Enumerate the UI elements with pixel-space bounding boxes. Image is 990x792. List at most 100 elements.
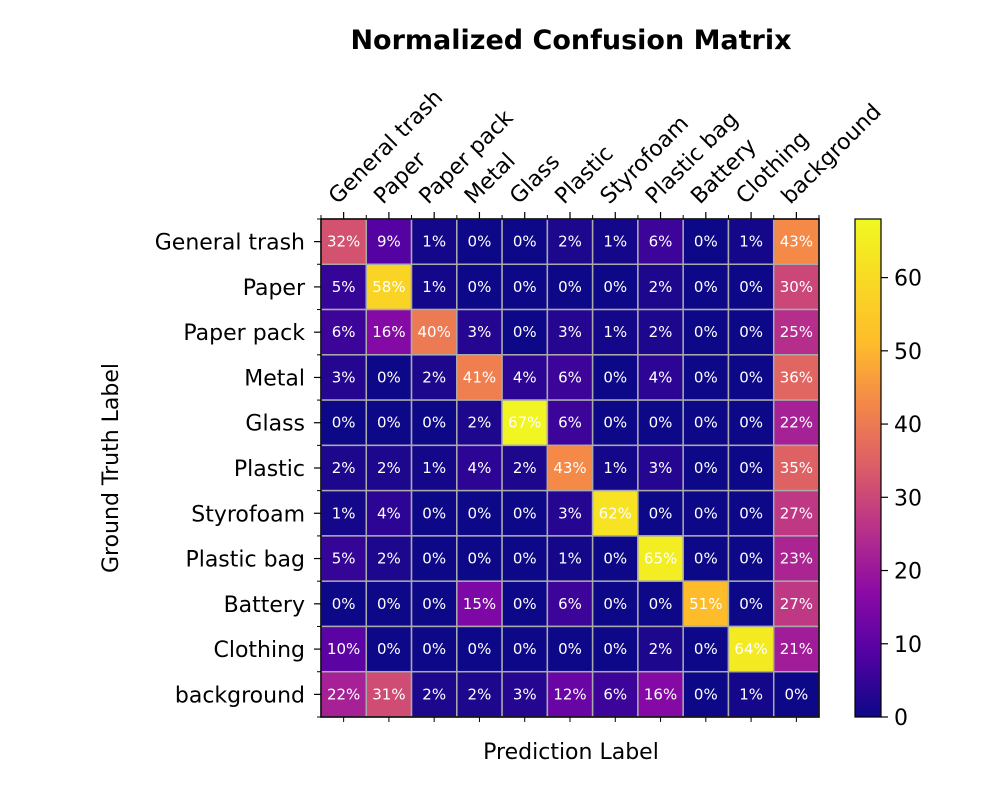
heatmap-cell: [637, 580, 684, 628]
cell-value-label: 1%: [603, 459, 627, 477]
cell-value-label: 0%: [603, 368, 627, 386]
colorbar-tick-label: 60: [894, 267, 922, 292]
y-tick-label: Plastic bag: [185, 548, 305, 573]
cell-value-label: 1%: [603, 323, 627, 341]
cell-value-label: 0%: [739, 550, 763, 568]
cell-value-label: 58%: [372, 278, 405, 296]
cell-value-label: 0%: [332, 595, 356, 613]
cell-value-label: 43%: [780, 233, 813, 251]
cell-value-label: 1%: [603, 233, 627, 251]
cell-value-label: 65%: [644, 550, 677, 568]
cell-value-label: 0%: [377, 414, 401, 432]
cell-value-label: 0%: [649, 504, 673, 522]
cell-value-label: 0%: [377, 368, 401, 386]
y-tick-label: Battery: [224, 593, 305, 618]
cell-value-label: 0%: [558, 640, 582, 658]
cell-value-label: 1%: [739, 233, 763, 251]
cell-value-label: 0%: [468, 233, 492, 251]
cell-value-label: 0%: [513, 278, 537, 296]
heatmap-cell: [637, 489, 684, 537]
cell-value-label: 4%: [377, 504, 401, 522]
colorbar-tick-label: 50: [894, 340, 922, 365]
heatmap-cell: [320, 263, 368, 311]
cell-value-label: 31%: [372, 685, 405, 703]
cell-value-label: 22%: [780, 414, 813, 432]
cell-value-label: 5%: [332, 278, 356, 296]
heatmap-cell: [410, 354, 458, 401]
cell-value-label: 62%: [599, 504, 632, 522]
cell-value-label: 16%: [372, 323, 405, 341]
colorbar: 0 10 20 30 40 50 60: [854, 218, 922, 731]
heatmap-cell: [727, 399, 775, 447]
cell-value-label: 0%: [377, 640, 401, 658]
y-tick-label: Paper: [243, 276, 306, 301]
heatmap-cell: [591, 399, 639, 447]
heatmap-cell: [682, 489, 730, 537]
cell-value-label: 0%: [422, 640, 446, 658]
cell-value-label: 43%: [553, 459, 586, 477]
heatmap-cell: [501, 399, 549, 447]
cell-value-label: 4%: [649, 368, 673, 386]
cell-value-label: 3%: [513, 685, 537, 703]
y-tick-label: Clothing: [213, 638, 305, 663]
cell-value-label: 0%: [513, 595, 537, 613]
cell-value-label: 32%: [327, 233, 360, 251]
colorbar-tick-label: 40: [894, 413, 922, 438]
heatmap-cell: [501, 308, 549, 356]
cell-value-label: 27%: [780, 595, 813, 613]
heatmap-cell: [501, 670, 549, 718]
heatmap-cell: [320, 444, 368, 492]
heatmap-cell: [591, 489, 639, 537]
cell-value-label: 0%: [694, 685, 718, 703]
heatmap-cell: [320, 535, 368, 582]
cell-value-label: 12%: [553, 685, 586, 703]
heatmap-cell: [410, 489, 458, 537]
colorbar-tick-label: 10: [894, 633, 922, 658]
cell-value-label: 0%: [468, 278, 492, 296]
cell-value-label: 0%: [694, 368, 718, 386]
cell-value-label: 6%: [603, 685, 627, 703]
cell-value-label: 0%: [468, 504, 492, 522]
heatmap-cell: [772, 670, 820, 718]
cell-value-label: 10%: [327, 640, 360, 658]
y-axis: General trash Paper Paper pack Metal Glass Pl…: [155, 218, 321, 718]
heatmap-cell: [772, 399, 820, 447]
heatmap-cell: [637, 263, 684, 311]
cell-value-label: 3%: [332, 368, 356, 386]
cell-value-label: 22%: [327, 685, 360, 703]
cell-value-label: 0%: [694, 414, 718, 432]
cell-value-label: 3%: [468, 323, 492, 341]
heatmap-cell: [320, 489, 368, 537]
heatmap-cell: [772, 535, 820, 582]
heatmap-cell: [546, 218, 594, 266]
cell-value-label: 67%: [508, 414, 541, 432]
heatmap-cell: [456, 444, 503, 492]
cell-value-label: 0%: [513, 550, 537, 568]
heatmap-cell: [682, 354, 730, 401]
cell-value-label: 0%: [603, 278, 627, 296]
cell-value-label: 41%: [463, 368, 496, 386]
cell-value-label: 2%: [332, 459, 356, 477]
x-axis-label: Prediction Label: [483, 740, 659, 765]
cell-value-label: 0%: [513, 233, 537, 251]
heatmap-cell: [591, 580, 639, 628]
cell-value-label: 2%: [422, 685, 446, 703]
cell-value-label: 0%: [603, 595, 627, 613]
cell-value-label: 1%: [422, 278, 446, 296]
heatmap-cell: [546, 444, 594, 492]
cell-value-label: 1%: [739, 685, 763, 703]
cell-value-label: 0%: [739, 368, 763, 386]
cell-value-label: 2%: [468, 685, 492, 703]
heatmap-cell: [456, 399, 503, 447]
heatmap-cell: [682, 308, 730, 356]
cell-value-label: 0%: [377, 595, 401, 613]
cell-value-label: 0%: [558, 278, 582, 296]
cell-value-label: 3%: [649, 459, 673, 477]
cell-value-label: 25%: [780, 323, 813, 341]
heatmap-cell: [546, 670, 594, 718]
cell-value-label: 0%: [694, 504, 718, 522]
cell-value-label: 0%: [468, 550, 492, 568]
cell-value-label: 21%: [780, 640, 813, 658]
cell-value-label: 0%: [422, 595, 446, 613]
